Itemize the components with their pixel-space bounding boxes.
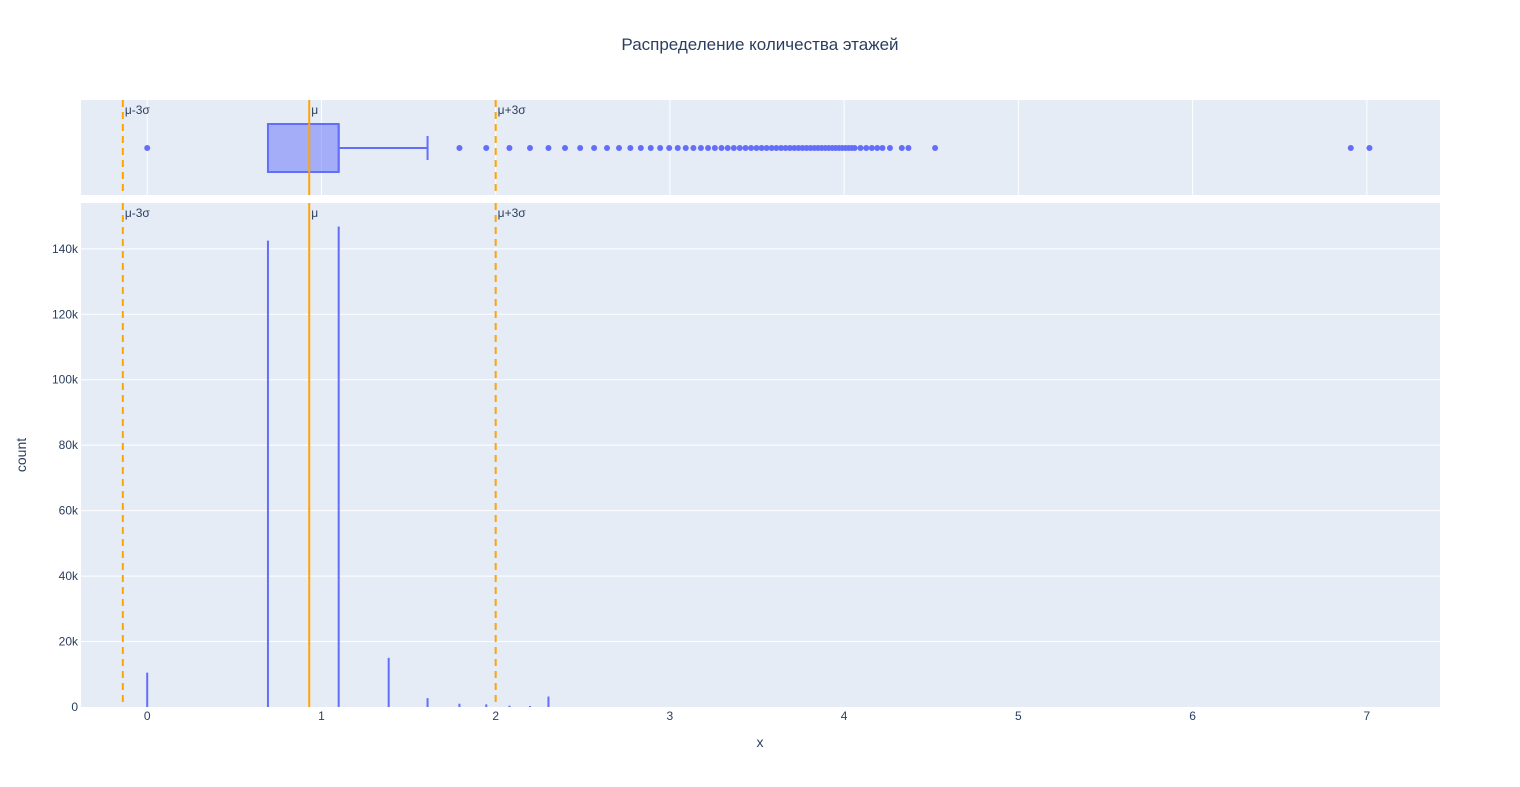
box-outlier-point[interactable] [657,145,664,151]
histogram-gridlines [81,248,1440,643]
box-outlier-point[interactable] [506,145,513,151]
box-outlier-point[interactable] [724,145,731,151]
x-axis-title: x [757,734,764,750]
histogram-reference-label: μ [311,206,318,220]
box-outlier-point[interactable] [782,145,789,151]
y-axis-ticks: 0 20k 40k 60k 80k 100k 120k 140k [52,242,79,714]
histogram-reference-label: μ+3σ [498,206,527,220]
box-outlier-point[interactable] [697,145,704,151]
box-outlier-point[interactable] [545,145,552,151]
box-outlier-point[interactable] [898,145,905,151]
box-outlier-point[interactable] [627,145,634,151]
box-iqr[interactable] [266,123,340,173]
histogram-bar[interactable] [508,705,511,707]
box-outlier-point[interactable] [932,145,939,151]
box-outlier-point[interactable] [666,145,673,151]
box-outlier-point[interactable] [730,145,737,151]
box-outlier-point[interactable] [1347,145,1354,151]
histogram-bar[interactable] [337,226,340,707]
box-outlier-point[interactable] [711,145,718,151]
y-tick-label: 60k [59,504,79,518]
box-outlier-point[interactable] [868,145,875,151]
box-outlier-point[interactable] [1366,145,1373,151]
y-tick-label: 120k [52,307,79,321]
y-tick-label: 0 [71,700,78,714]
box-outlier-point[interactable] [577,145,584,151]
x-tick-label: 1 [318,709,325,723]
box-outlier-point[interactable] [778,145,785,151]
x-tick-label: 0 [144,709,151,723]
y-tick-label: 80k [59,438,79,452]
y-tick-label: 140k [52,242,79,256]
histogram-bar[interactable] [485,704,488,707]
x-tick-label: 5 [1015,709,1022,723]
box-outlier-point[interactable] [682,145,689,151]
box-outlier-point[interactable] [456,145,463,151]
histogram-bar[interactable] [528,706,531,707]
box-outlier-point[interactable] [604,145,611,151]
box-outlier-point[interactable] [742,145,749,151]
box-outlier-point[interactable] [863,145,870,151]
histogram-reference-label: μ-3σ [125,206,151,220]
y-axis-title: count [13,438,29,472]
box-outlier-point[interactable] [591,145,598,151]
box-outlier-point[interactable] [851,145,858,151]
box-outlier-point[interactable] [758,145,765,151]
box-outlier-point[interactable] [690,145,697,151]
box-outlier-point[interactable] [768,145,775,151]
box-reference-label: μ+3σ [498,103,527,117]
x-axis-ticks: 0 1 2 3 4 5 6 7 [144,709,1371,723]
box-outlier-point[interactable] [736,145,743,151]
y-tick-label: 40k [59,569,79,583]
box-outlier-point[interactable] [637,145,644,151]
box-reference-lines: μ-3σ μ μ+3σ [121,100,527,195]
histogram-panel: μ-3σ μ μ+3σ 0 20k 40k 60k 80k 100k 120k 140k 0 1 2 3… [52,203,1440,723]
box-outlier-point[interactable] [647,145,654,151]
box-outlier-point[interactable] [879,145,886,151]
histogram-bar[interactable] [266,240,269,708]
y-tick-label: 20k [59,635,79,649]
box-outlier-point[interactable] [857,145,864,151]
box-outlier-point[interactable] [562,145,569,151]
box-outlier-point[interactable] [886,145,893,151]
box-outlier-point[interactable] [791,145,798,151]
x-tick-label: 7 [1363,709,1370,723]
box-outlier-point[interactable] [483,145,490,151]
x-tick-label: 3 [667,709,674,723]
box-outlier-point[interactable] [674,145,681,151]
box-outlier-point[interactable] [748,145,755,151]
box-reference-label: μ [311,103,318,117]
x-tick-label: 4 [841,709,848,723]
box-outlier-point[interactable] [786,145,793,151]
box-outlier-point[interactable] [763,145,770,151]
box-outlier-point[interactable] [616,145,623,151]
box-outlier-point[interactable] [753,145,760,151]
histogram-plot-area [81,203,1440,707]
box-outlier-point[interactable] [905,145,912,151]
histogram-bar[interactable] [458,703,461,707]
histogram-bars[interactable] [146,226,550,708]
box-outlier-point[interactable] [718,145,725,151]
x-tick-label: 6 [1189,709,1196,723]
y-tick-label: 100k [52,373,79,387]
histogram-bar[interactable] [146,672,149,707]
box-outlier-point[interactable] [705,145,712,151]
box-outlier-point[interactable] [874,145,881,151]
histogram-bar[interactable] [387,657,390,707]
box-trace[interactable] [144,123,1373,173]
histogram-reference-lines: μ-3σ μ μ+3σ [121,203,527,707]
box-panel: μ-3σ μ μ+3σ [81,100,1440,195]
box-outlier-point[interactable] [144,145,151,151]
box-reference-label: μ-3σ [125,103,151,117]
box-outlier-point[interactable] [526,145,533,151]
histogram-bar[interactable] [547,696,550,707]
histogram-bar[interactable] [426,698,429,707]
chart-title: Распределение количества этажей [621,35,898,54]
x-tick-label: 2 [492,709,499,723]
box-outlier-point[interactable] [773,145,780,151]
